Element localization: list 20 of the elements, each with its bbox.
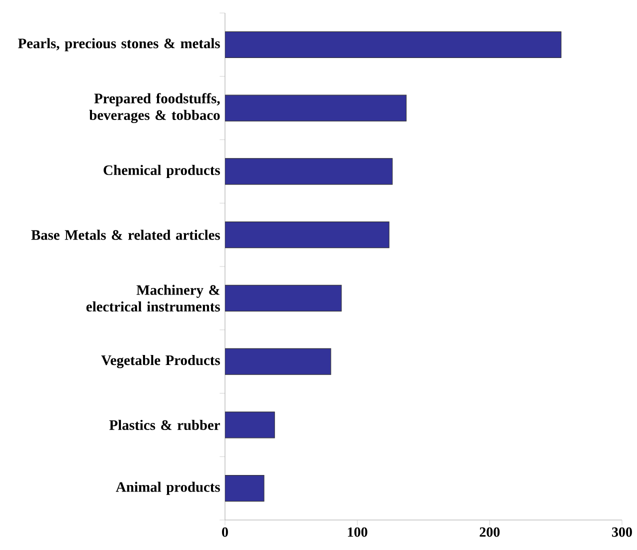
y-tick-label: Vegetable Products (101, 354, 220, 368)
x-tick-label: 0 (222, 527, 228, 537)
bar (224, 222, 390, 248)
y-tick-label: Pearls, precious stones & metals (18, 38, 220, 52)
y-tick-label: Prepared foodstuffs, beverages & tobbaco (89, 93, 220, 124)
x-tick-label: 200 (480, 527, 500, 537)
bar (224, 348, 332, 375)
y-tick-label: Animal products (116, 482, 220, 495)
bar (224, 475, 264, 502)
bar (224, 31, 562, 58)
bar (224, 284, 342, 312)
bar (224, 412, 275, 438)
bar (224, 158, 393, 185)
y-tick-label: Plastics & rubber (109, 420, 220, 430)
y-tick-label: Chemical products (104, 164, 220, 178)
x-tick-label: 300 (612, 527, 632, 537)
x-tick-label: 100 (348, 527, 368, 537)
bar (224, 94, 407, 122)
y-tick-label: Base Metals & related articles (31, 230, 220, 240)
y-tick-label: Machinery & electrical instruments (86, 284, 220, 312)
